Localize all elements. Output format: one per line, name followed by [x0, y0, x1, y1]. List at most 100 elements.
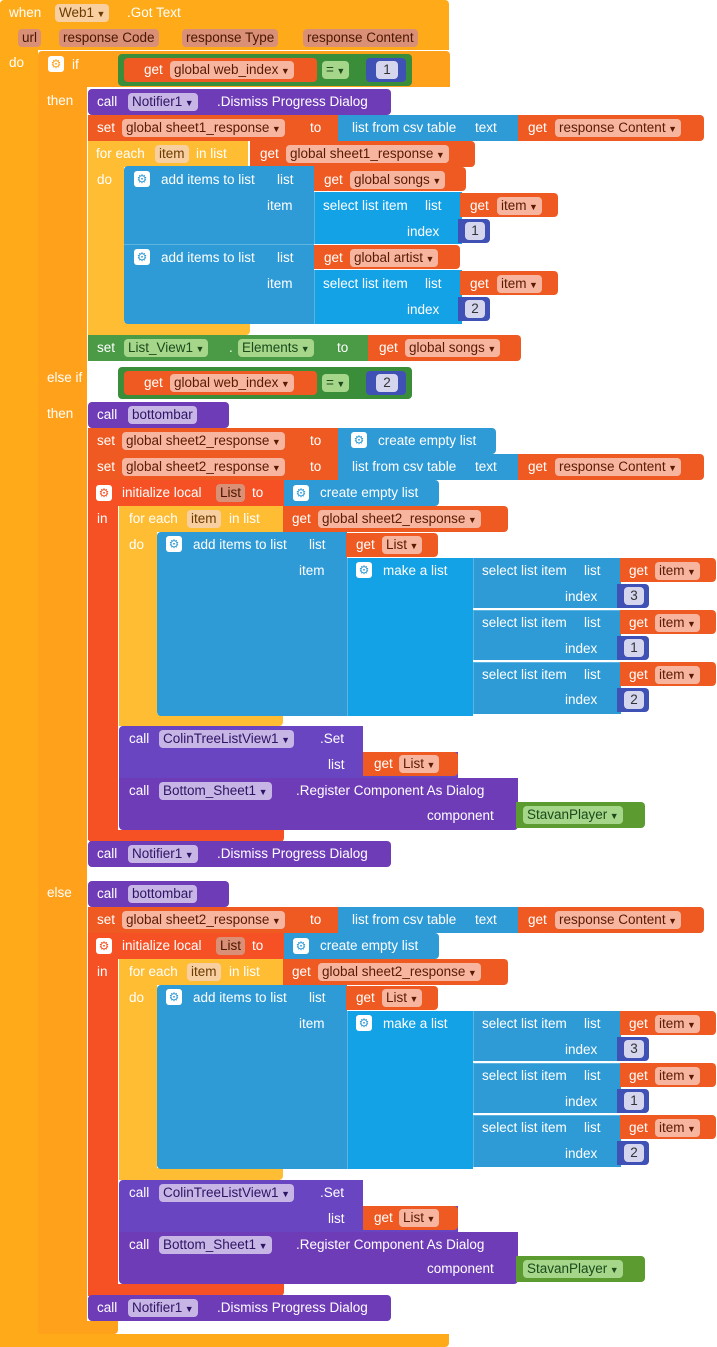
- mutator-gear-icon[interactable]: ⚙: [166, 989, 182, 1005]
- mutator-gear-icon[interactable]: ⚙: [96, 485, 112, 501]
- var-dropdown-sheet2-in[interactable]: global sheet2_response: [318, 510, 481, 528]
- var-dropdown-item[interactable]: item: [497, 275, 542, 293]
- property-dropdown-elements[interactable]: Elements: [238, 339, 314, 357]
- create-empty-list-2[interactable]: [284, 480, 439, 506]
- var-dropdown-List[interactable]: List: [399, 755, 440, 773]
- mutator-gear-icon[interactable]: ⚙: [293, 938, 309, 954]
- mutator-gear-icon[interactable]: ⚙: [48, 56, 64, 72]
- select-list-item-4c[interactable]: [473, 1115, 621, 1167]
- component-dropdown-bottom-sheet[interactable]: Bottom_Sheet1: [159, 1236, 272, 1254]
- var-dropdown-List[interactable]: List: [382, 536, 423, 554]
- local-var-name-list[interactable]: List: [216, 937, 246, 955]
- component-dropdown-colin[interactable]: ColinTreeListView1: [159, 730, 294, 748]
- mutator-gear-icon[interactable]: ⚙: [293, 485, 309, 501]
- component-dropdown-colin[interactable]: ColinTreeListView1: [159, 1184, 294, 1202]
- add-items-artist[interactable]: [124, 244, 314, 324]
- mutator-gear-icon[interactable]: ⚙: [356, 1015, 372, 1031]
- param-response-code[interactable]: response Code: [59, 29, 159, 47]
- mutator-gear-icon[interactable]: ⚙: [166, 536, 182, 552]
- param-response-type[interactable]: response Type: [182, 29, 279, 47]
- var-dropdown-response-content[interactable]: response Content: [555, 458, 681, 476]
- var-dropdown-sheet2[interactable]: global sheet2_response: [122, 458, 285, 476]
- procedure-name-bottombar[interactable]: bottombar: [128, 406, 197, 424]
- select-list-item-3c[interactable]: [473, 662, 621, 714]
- add-items-songs[interactable]: [124, 166, 314, 244]
- component-dropdown-stavan[interactable]: StavanPlayer: [523, 1260, 623, 1278]
- operator-eq-dropdown[interactable]: =: [322, 374, 350, 392]
- make-a-list-2[interactable]: [347, 1011, 473, 1169]
- var-dropdown-response-content[interactable]: response Content: [555, 911, 681, 929]
- list-from-csv-block-3[interactable]: [338, 907, 518, 933]
- select-list-item-2[interactable]: [314, 270, 462, 324]
- mutator-gear-icon[interactable]: ⚙: [134, 249, 150, 265]
- number-value[interactable]: 1: [465, 222, 485, 240]
- var-dropdown-sheet1-in[interactable]: global sheet1_response: [286, 145, 449, 163]
- var-dropdown-songs[interactable]: global songs: [350, 171, 446, 189]
- number-value[interactable]: 2: [624, 691, 644, 709]
- var-dropdown-response-content[interactable]: response Content: [555, 119, 681, 137]
- component-dropdown-stavan[interactable]: StavanPlayer: [523, 806, 623, 824]
- for-each-label: for each: [96, 146, 145, 161]
- loop-var-item[interactable]: item: [155, 145, 189, 163]
- var-dropdown-item[interactable]: item: [655, 614, 700, 632]
- local-var-name-list[interactable]: List: [216, 484, 246, 502]
- component-dropdown-bottom-sheet[interactable]: Bottom_Sheet1: [159, 782, 272, 800]
- number-value[interactable]: 1: [624, 1092, 644, 1110]
- number-value[interactable]: 2: [624, 1144, 644, 1162]
- number-value[interactable]: 2: [465, 300, 485, 318]
- component-dropdown-web1[interactable]: Web1: [55, 4, 110, 22]
- number-value[interactable]: 1: [376, 61, 398, 79]
- select-list-item-1[interactable]: [314, 192, 462, 244]
- number-value[interactable]: 3: [624, 1040, 644, 1058]
- mutator-gear-icon[interactable]: ⚙: [96, 938, 112, 954]
- var-dropdown-List[interactable]: List: [382, 989, 423, 1007]
- component-dropdown-notifier[interactable]: Notifier1: [128, 93, 198, 111]
- var-dropdown-web-index[interactable]: global web_index: [170, 61, 294, 79]
- number-value[interactable]: 1: [624, 639, 644, 657]
- list-from-csv-block-2[interactable]: [338, 454, 518, 480]
- var-dropdown-item[interactable]: item: [655, 1119, 700, 1137]
- var-dropdown-item[interactable]: item: [655, 562, 700, 580]
- var-dropdown-item[interactable]: item: [497, 197, 542, 215]
- select-list-item-3b[interactable]: [473, 610, 621, 660]
- component-dropdown-notifier[interactable]: Notifier1: [128, 1299, 198, 1317]
- param-response-content[interactable]: response Content: [303, 29, 418, 47]
- mutator-gear-icon[interactable]: ⚙: [356, 562, 372, 578]
- var-dropdown-sheet2-in[interactable]: global sheet2_response: [318, 963, 481, 981]
- select-list-item-3a[interactable]: [473, 558, 621, 608]
- make-a-list-1[interactable]: [347, 558, 473, 716]
- initialize-local-list-1[interactable]: [88, 480, 284, 506]
- mutator-gear-icon[interactable]: ⚙: [134, 171, 150, 187]
- operator-eq-dropdown[interactable]: =: [322, 61, 350, 79]
- procedure-name-bottombar[interactable]: bottombar: [128, 885, 197, 903]
- var-dropdown-web-index[interactable]: global web_index: [170, 374, 294, 392]
- var-dropdown-artist[interactable]: global artist: [350, 249, 439, 267]
- create-empty-list-3[interactable]: [284, 933, 439, 959]
- var-dropdown-item[interactable]: item: [655, 1015, 700, 1033]
- select-list-item-4b[interactable]: [473, 1063, 621, 1113]
- initialize-local-list-2[interactable]: [88, 933, 284, 959]
- number-value[interactable]: 3: [624, 587, 644, 605]
- list-from-csv-block-1[interactable]: [338, 115, 518, 141]
- component-dropdown-notifier[interactable]: Notifier1: [128, 845, 198, 863]
- in-list-label: in list: [229, 964, 260, 979]
- var-dropdown-List[interactable]: List: [399, 1209, 440, 1227]
- get-label: get: [470, 198, 489, 213]
- component-dropdown-listview[interactable]: List_View1: [124, 339, 209, 357]
- select-list-item-4a[interactable]: [473, 1011, 621, 1061]
- var-dropdown-item[interactable]: item: [655, 1067, 700, 1085]
- loop-var-item[interactable]: item: [187, 510, 221, 528]
- var-dropdown-sheet2[interactable]: global sheet2_response: [122, 432, 285, 450]
- param-url[interactable]: url: [18, 29, 42, 47]
- add-items-to-list-1[interactable]: [157, 532, 347, 716]
- var-dropdown-songs[interactable]: global songs: [405, 339, 501, 357]
- var-dropdown-sheet2[interactable]: global sheet2_response: [122, 911, 285, 929]
- mutator-gear-icon[interactable]: ⚙: [351, 432, 367, 448]
- number-value[interactable]: 2: [376, 374, 398, 392]
- add-items-to-list-2[interactable]: [157, 985, 347, 1169]
- var-dropdown-sheet1[interactable]: global sheet1_response: [122, 119, 285, 137]
- select-item-label: select list item: [482, 1016, 567, 1031]
- loop-var-item[interactable]: item: [187, 963, 221, 981]
- add-items-label: add items to list: [193, 537, 287, 552]
- var-dropdown-item[interactable]: item: [655, 666, 700, 684]
